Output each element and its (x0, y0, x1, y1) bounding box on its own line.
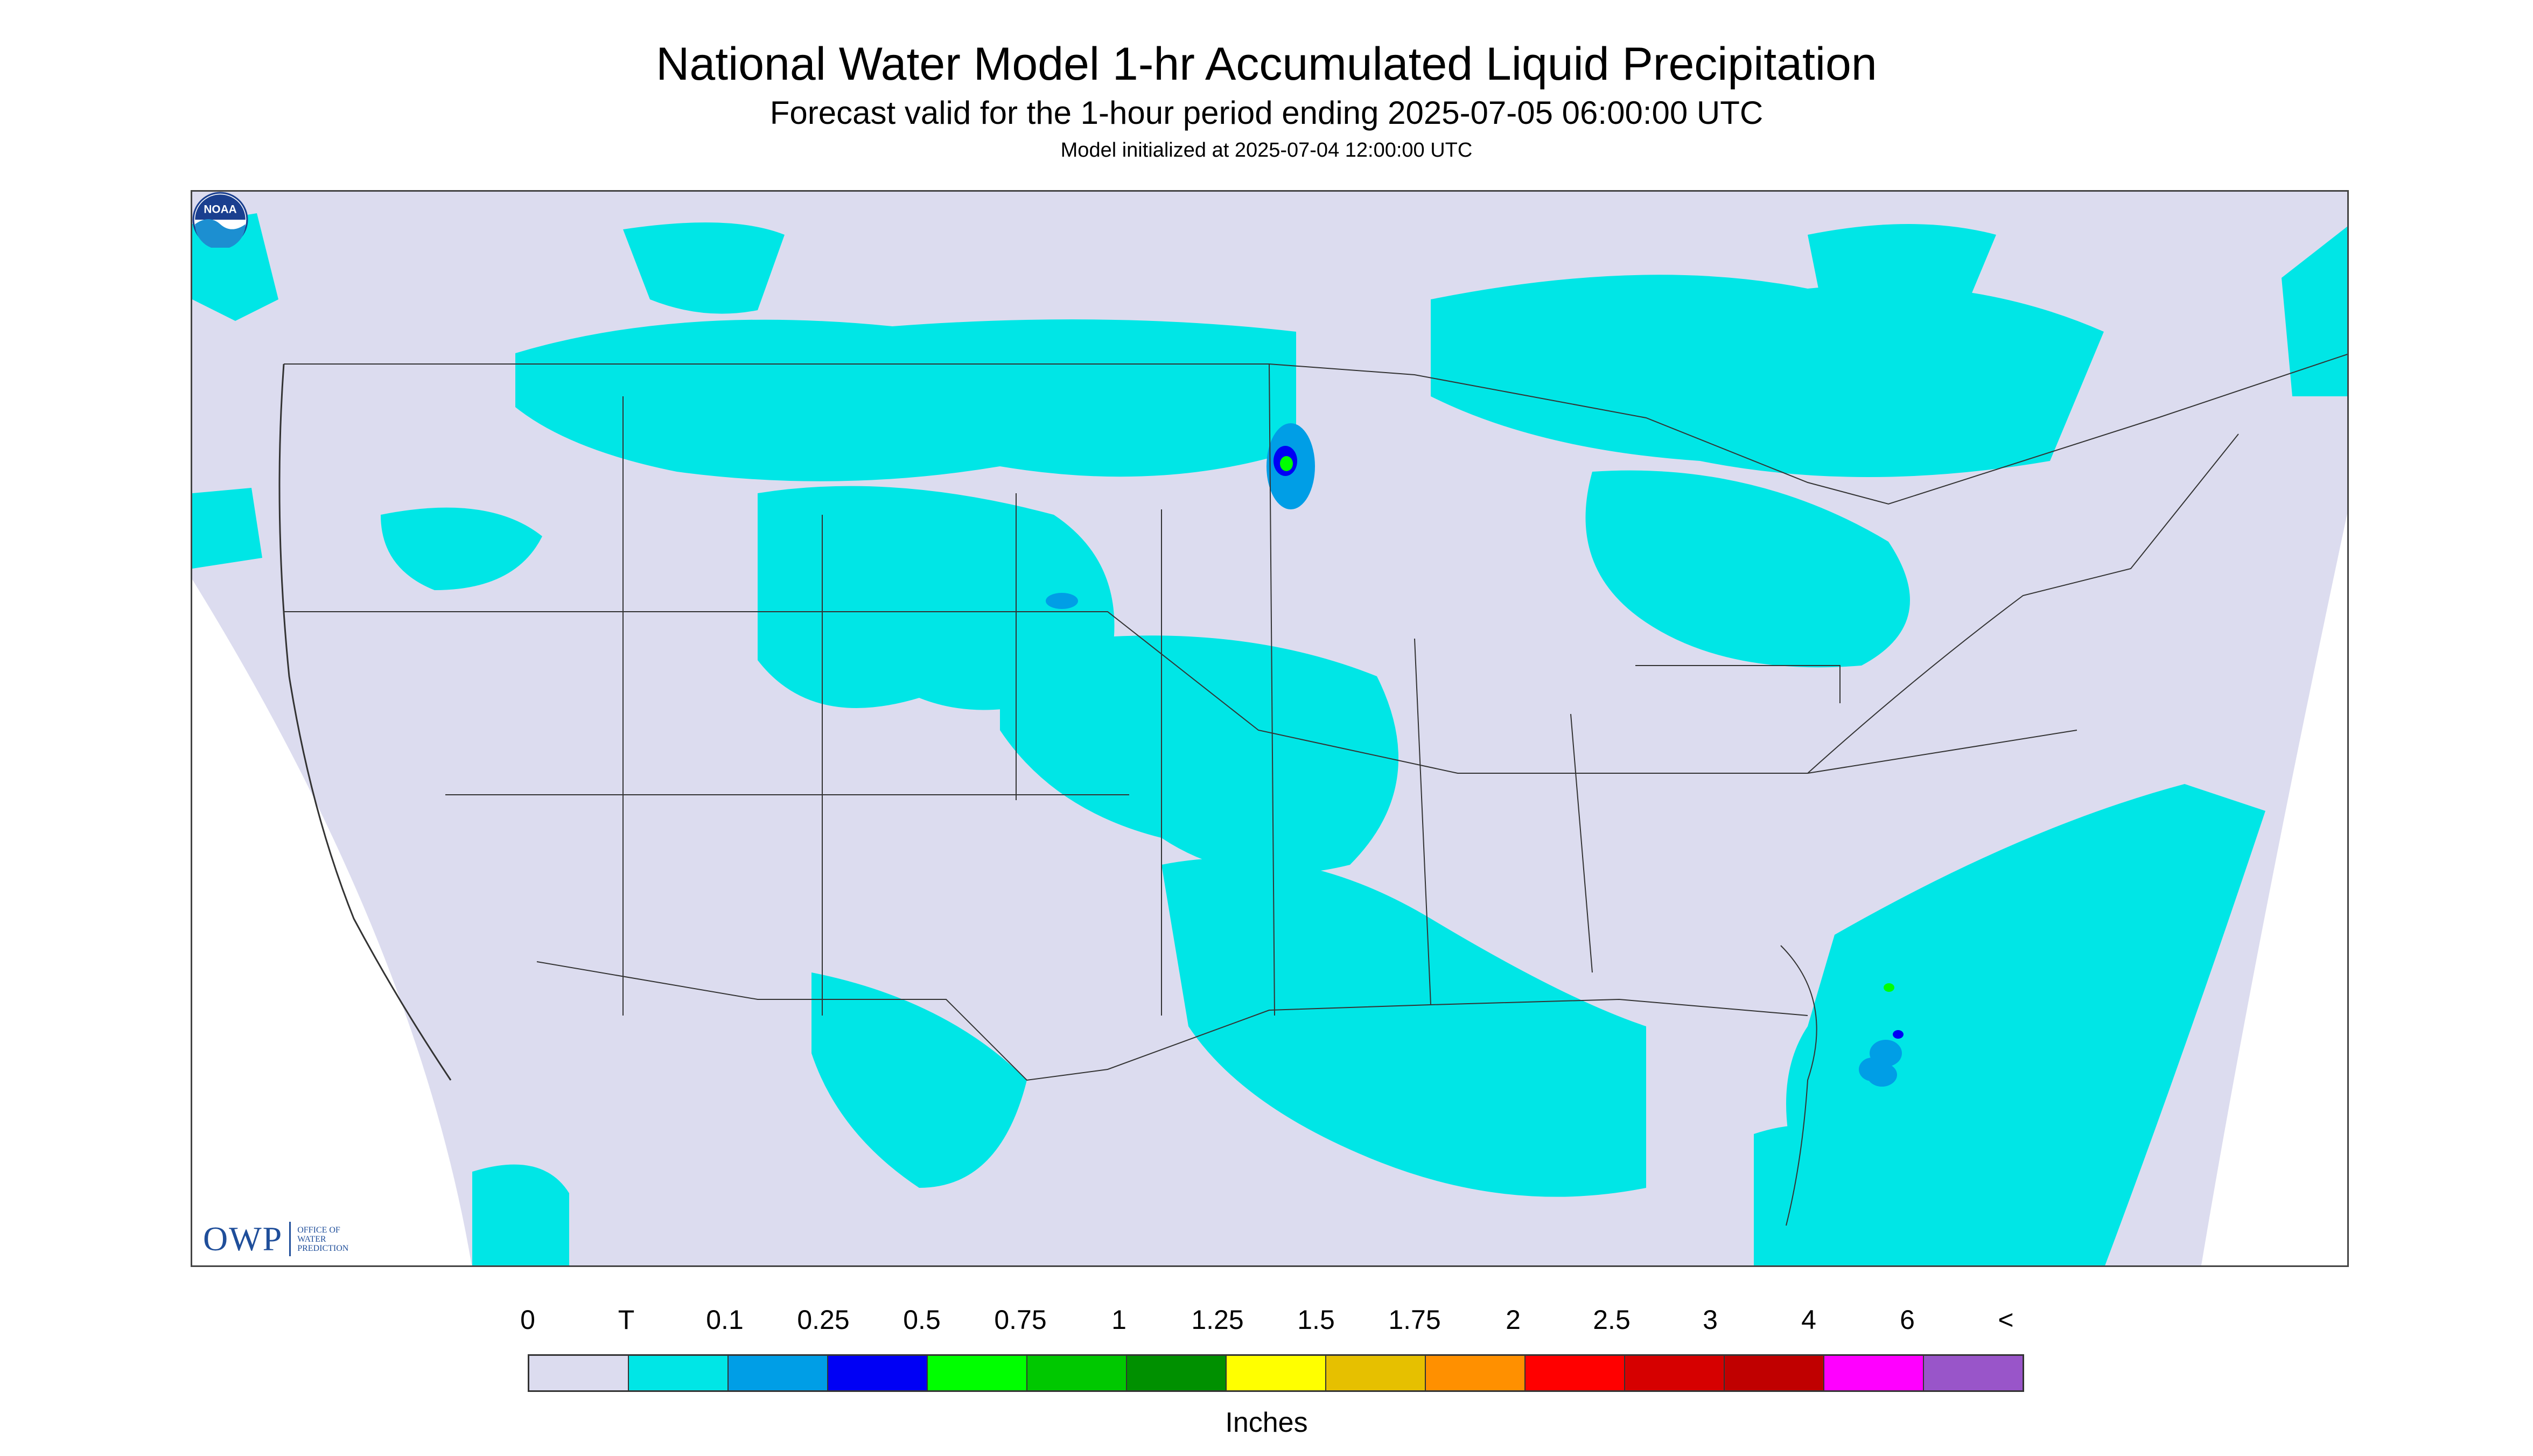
boundaries (284, 353, 2347, 1226)
legend-tick-label: 6 (1900, 1305, 1915, 1335)
owp-logo: OWP OFFICE OF WATER PREDICTION (203, 1220, 349, 1258)
legend-tick-label: T (618, 1305, 635, 1335)
legend-tick-label: 0.1 (706, 1305, 744, 1335)
legend-tick-label: 0.25 (797, 1305, 850, 1335)
legend-labels: 0 T 0.1 0.25 0.5 0.75 1 1.25 1.5 1.75 2 2.5 3 4 6 < (0, 1304, 2533, 1336)
map-canvas (192, 192, 2347, 1265)
precipitation-map: OWP OFFICE OF WATER PREDICTION NOAA (191, 190, 2349, 1267)
legend-tick-label: 0.75 (994, 1305, 1047, 1335)
legend-tick-label: 2 (1506, 1305, 1521, 1335)
legend-swatch (1426, 1356, 1526, 1390)
legend-swatch (1027, 1356, 1127, 1390)
legend-tick-label: < (1998, 1305, 2014, 1335)
legend-swatch (529, 1356, 629, 1390)
legend-swatch (828, 1356, 928, 1390)
legend-tick-label: 1.25 (1191, 1305, 1244, 1335)
noaa-logo-icon: NOAA (192, 192, 248, 248)
trace-precip (192, 213, 2347, 1265)
legend-swatch (1127, 1356, 1227, 1390)
heavy-precip-core (1280, 456, 1293, 471)
light-precip (1046, 423, 1902, 1087)
svg-text:NOAA: NOAA (204, 204, 236, 216)
legend-tick-label: 0.5 (903, 1305, 941, 1335)
legend-tick-label: 2.5 (1593, 1305, 1631, 1335)
legend-swatch (729, 1356, 828, 1390)
legend-tick-label: 3 (1703, 1305, 1718, 1335)
model-init-text: Model initialized at 2025-07-04 12:00:00… (1060, 139, 1473, 162)
heavy-precip-core (1893, 1030, 1904, 1039)
heavy-precip-core (1884, 983, 1894, 992)
legend-swatch (629, 1356, 729, 1390)
legend-swatch (1625, 1356, 1725, 1390)
legend-swatch (1526, 1356, 1625, 1390)
map-subtitle: Forecast valid for the 1-hour period end… (769, 95, 1764, 131)
legend-swatch (1725, 1356, 1824, 1390)
legend-tick-label: 0 (520, 1305, 535, 1335)
legend-tick-label: 4 (1801, 1305, 1816, 1335)
legend-tick-label: 1.5 (1297, 1305, 1335, 1335)
legend-swatch (1227, 1356, 1326, 1390)
legend-swatch (1326, 1356, 1426, 1390)
map-title: National Water Model 1-hr Accumulated Li… (656, 38, 1877, 90)
legend-swatch (1924, 1356, 2023, 1390)
legend-tick-label: 1 (1111, 1305, 1126, 1335)
legend-swatch (1824, 1356, 1924, 1390)
legend-swatch (928, 1356, 1027, 1390)
legend-colorbar (528, 1354, 2024, 1392)
legend-units: Inches (1225, 1407, 1308, 1438)
west-coast (278, 363, 452, 1081)
legend-tick-label: 1.75 (1388, 1305, 1441, 1335)
